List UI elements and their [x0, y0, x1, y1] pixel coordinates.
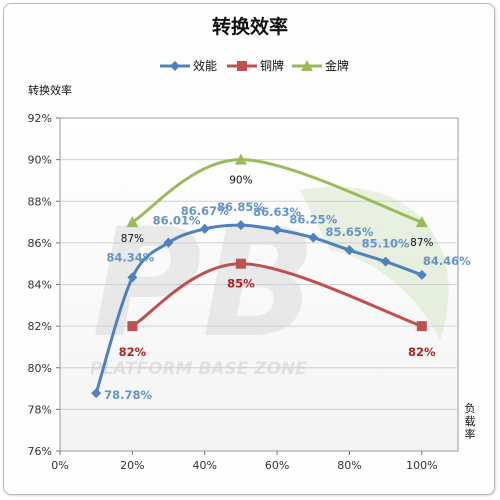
x-tick-label: 100% — [406, 459, 437, 472]
legend-item-efficiency: 效能 — [160, 58, 217, 73]
watermark-leaf-icon — [300, 186, 449, 340]
data-point-efficiency — [91, 388, 102, 399]
data-label-efficiency: 78.78% — [104, 388, 152, 402]
data-label-efficiency: 85.65% — [326, 225, 374, 239]
data-label-efficiency: 86.01% — [153, 214, 201, 228]
y-tick-label: 78% — [28, 403, 52, 416]
data-label-efficiency: 86.25% — [289, 213, 337, 227]
legend-label-bronze: 铜牌 — [260, 58, 284, 73]
data-point-bronze — [127, 321, 138, 332]
data-label-efficiency: 85.10% — [362, 237, 410, 251]
grid — [60, 159, 458, 410]
y-tick-label: 90% — [28, 154, 52, 167]
data-point-bronze — [416, 321, 427, 332]
legend-label-gold: 金牌 — [325, 58, 349, 73]
data-point-efficiency — [127, 272, 138, 283]
legend-item-gold: 金牌 — [292, 58, 349, 73]
data-point-efficiency — [308, 232, 319, 243]
diamond-marker-icon — [170, 61, 180, 71]
y-tick-label: 80% — [28, 362, 52, 375]
data-label-efficiency: 84.34% — [106, 250, 154, 264]
y-axis-title: 转换效率 — [28, 83, 72, 97]
data-label-bronze: 82% — [119, 345, 147, 359]
axis-ticks: 76% 78% 80% 82% 84% 86% 88% 90% 92% 0% 20% 40% 60% 80… — [28, 112, 438, 472]
watermark-text: PLATFORM BASE ZONE — [90, 359, 307, 379]
data-label-gold: 87% — [121, 233, 144, 245]
series-gold — [126, 153, 428, 228]
data-point-bronze — [235, 258, 246, 269]
square-marker-icon — [237, 61, 247, 71]
y-tick-label: 88% — [28, 195, 52, 208]
y-tick-label: 76% — [28, 445, 52, 458]
data-point-efficiency — [416, 269, 427, 280]
x-tick-label: 20% — [120, 459, 144, 472]
data-point-gold — [126, 216, 139, 228]
data-point-efficiency — [199, 223, 210, 234]
series-efficiency — [91, 220, 427, 399]
x-tick-label: 0% — [51, 459, 68, 472]
data-label-efficiency: 84.46% — [423, 254, 471, 268]
data-point-efficiency — [380, 256, 391, 267]
svg-text:负载率: 负载率 — [465, 401, 476, 441]
chart-title: 转换效率 — [212, 15, 288, 38]
data-label-efficiency: 86.63% — [253, 205, 301, 219]
x-tick-label: 40% — [193, 459, 217, 472]
data-labels: 78.78% 84.34% 86.01%86.67%86.85%86.63%86.2… — [104, 175, 471, 403]
data-label-bronze: 82% — [408, 345, 436, 359]
data-label-gold: 90% — [229, 175, 252, 187]
x-tick-label: 60% — [265, 459, 289, 472]
series-bronze — [127, 258, 427, 332]
data-point-gold — [234, 153, 247, 165]
data-point-efficiency — [344, 245, 355, 256]
x-axis-title: 负载率 — [465, 401, 476, 441]
y-tick-label: 84% — [28, 279, 52, 292]
y-tick-label: 82% — [28, 320, 52, 333]
legend-label-efficiency: 效能 — [193, 58, 217, 73]
x-tick-label: 80% — [337, 459, 361, 472]
y-tick-label: 92% — [28, 112, 52, 125]
data-point-efficiency — [272, 224, 283, 235]
legend: 效能 铜牌 金牌 — [160, 58, 349, 73]
data-label-efficiency: 86.85% — [217, 200, 265, 214]
data-point-efficiency — [163, 237, 174, 248]
data-label-efficiency: 86.67% — [181, 204, 229, 218]
y-tick-label: 86% — [28, 237, 52, 250]
data-label-gold: 87% — [410, 237, 433, 249]
series-layer — [91, 153, 428, 399]
data-label-bronze: 85% — [227, 277, 255, 291]
series-line-efficiency — [94, 223, 423, 394]
data-point-efficiency — [235, 220, 246, 231]
triangle-marker-icon — [301, 60, 313, 71]
legend-item-bronze: 铜牌 — [227, 58, 284, 73]
data-point-gold — [415, 216, 428, 228]
